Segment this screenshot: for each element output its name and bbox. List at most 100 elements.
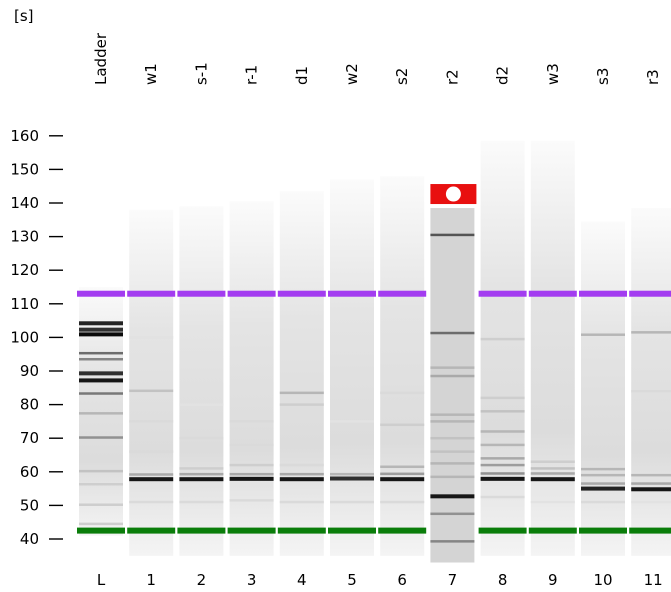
band <box>179 436 224 440</box>
band <box>430 366 475 369</box>
lane-background <box>480 140 525 556</box>
band <box>480 410 525 413</box>
lane-sample-label: d1 <box>293 66 311 85</box>
y-axis-tick-label: 40 <box>20 530 39 548</box>
band <box>430 374 475 378</box>
band <box>79 332 123 337</box>
band <box>179 477 224 482</box>
band <box>631 482 671 485</box>
band <box>79 378 123 383</box>
band <box>229 443 274 447</box>
band <box>79 522 123 526</box>
lower-marker-band <box>328 527 376 534</box>
lane-number-label: L <box>97 571 106 589</box>
upper-marker-band <box>478 290 527 297</box>
band <box>631 389 671 393</box>
y-axis-tick-label: 100 <box>10 328 39 346</box>
lane-background <box>380 176 425 556</box>
band <box>179 403 224 406</box>
band <box>229 420 274 423</box>
band <box>530 460 575 463</box>
band <box>79 482 123 486</box>
band <box>480 396 525 400</box>
y-axis-tick-label: 70 <box>20 429 39 447</box>
lower-marker-band <box>528 527 577 534</box>
lane-number-label: 9 <box>548 571 558 589</box>
band <box>79 469 123 473</box>
band <box>129 473 174 476</box>
band <box>480 337 525 341</box>
band <box>430 233 475 237</box>
band <box>330 420 374 423</box>
lane-number-label: 7 <box>448 571 458 589</box>
band <box>430 462 475 465</box>
band <box>530 500 575 504</box>
axis-unit-label: [s] <box>14 7 34 25</box>
band <box>229 472 274 476</box>
error-badge-icon <box>445 186 461 202</box>
lower-marker-band <box>478 527 527 534</box>
band <box>631 487 671 492</box>
upper-marker-band <box>77 290 125 297</box>
band <box>530 477 575 482</box>
upper-marker-band <box>378 290 427 297</box>
band <box>229 476 274 481</box>
lane-number-label: 4 <box>297 571 307 589</box>
band <box>430 420 475 423</box>
lane-number-label: 10 <box>593 571 612 589</box>
lower-marker-band <box>127 527 176 534</box>
band <box>79 327 123 332</box>
lane-sample-label: r2 <box>443 69 461 85</box>
upper-marker-band <box>127 290 176 297</box>
band <box>581 482 625 485</box>
band <box>430 494 475 499</box>
band <box>279 463 324 467</box>
lane-background <box>129 209 174 556</box>
band <box>129 420 174 423</box>
band <box>480 472 525 475</box>
band <box>380 472 425 476</box>
band <box>581 473 625 477</box>
band <box>229 499 274 502</box>
band <box>480 443 525 447</box>
lane-number-label: 3 <box>247 571 257 589</box>
lane-sample-label: w2 <box>343 63 361 85</box>
lower-marker-band <box>378 527 427 534</box>
band <box>480 463 525 467</box>
y-axis-tick-label: 90 <box>20 362 39 380</box>
lane-background <box>581 221 625 556</box>
band <box>79 371 123 376</box>
band <box>430 475 475 479</box>
band <box>79 321 123 326</box>
band <box>581 467 625 471</box>
band <box>380 391 425 395</box>
lane-sample-label: w1 <box>142 63 160 85</box>
y-axis-tick-label: 80 <box>20 396 39 414</box>
y-axis-tick-label: 50 <box>20 496 39 514</box>
lane-sample-label: s3 <box>594 68 612 85</box>
band <box>79 392 123 395</box>
band <box>179 500 224 504</box>
band <box>631 331 671 334</box>
lane-number-label: 8 <box>498 571 508 589</box>
upper-marker-band <box>528 290 577 297</box>
band <box>380 500 425 504</box>
band <box>129 450 174 453</box>
lane-background <box>229 201 274 556</box>
band <box>430 413 475 416</box>
band <box>129 389 174 393</box>
lower-marker-band <box>227 527 276 534</box>
band <box>430 512 475 516</box>
lane-number-label: 6 <box>397 571 407 589</box>
band <box>129 500 174 504</box>
lane-sample-label: w3 <box>544 63 562 85</box>
band <box>581 500 625 504</box>
band <box>430 436 475 440</box>
band <box>279 472 324 476</box>
band <box>430 540 475 543</box>
band <box>480 457 525 460</box>
band <box>480 430 525 433</box>
lower-marker-band <box>579 527 627 534</box>
y-axis-tick-label: 150 <box>10 160 39 178</box>
